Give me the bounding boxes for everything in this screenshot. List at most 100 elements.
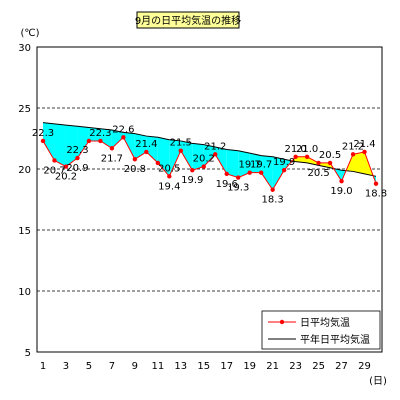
data-label: 20.5 <box>158 163 180 174</box>
daily-temperature-point <box>40 138 46 144</box>
daily-temperature-point <box>339 179 344 184</box>
data-label: 22.3 <box>32 128 54 139</box>
legend-actual-marker <box>279 319 285 325</box>
data-label: 19.4 <box>158 181 180 192</box>
daily-temperature-point <box>144 149 149 155</box>
x-tick-label: 3 <box>63 361 69 372</box>
daily-temperature-point <box>362 149 367 155</box>
daily-temperature-point <box>373 181 379 186</box>
deviation-band <box>215 147 227 174</box>
data-labels: 22.320.720.222.320.922.321.722.620.821.4… <box>32 124 387 205</box>
x-axis-unit: (日) <box>369 376 387 387</box>
legend-actual-label: 日平均気温 <box>300 316 350 329</box>
deviation-band <box>111 129 124 149</box>
daily-temperature-point <box>247 170 252 175</box>
x-tick-label: 5 <box>86 361 92 372</box>
daily-temperature-point <box>327 160 333 166</box>
daily-temperature-point <box>109 146 115 151</box>
daily-temperature-point <box>270 187 275 192</box>
x-tick-label: 9 <box>132 361 138 372</box>
daily-temperature-point <box>224 171 229 177</box>
x-tick-label: 19 <box>243 361 256 372</box>
data-label: 21.4 <box>353 139 375 150</box>
daily-temperature-point <box>293 154 298 159</box>
x-tick-label: 21 <box>266 361 279 372</box>
legend-normal-label: 平年日平均気温 <box>300 333 370 346</box>
daily-temperature-point <box>281 168 287 173</box>
data-label: 19.3 <box>227 183 249 194</box>
daily-temperature-point <box>304 154 310 159</box>
daily-temperature-point <box>236 175 241 180</box>
data-label: 19.0 <box>330 186 352 197</box>
data-label: 21.7 <box>101 153 123 164</box>
data-label: 21.2 <box>342 141 364 152</box>
data-label: 21.0 <box>296 144 318 155</box>
x-tick-label: 7 <box>109 361 115 372</box>
y-tick-label: 15 <box>18 226 31 237</box>
chart-title-box <box>136 11 240 29</box>
data-label: 19.9 <box>273 157 295 168</box>
data-label: 19.7 <box>239 160 261 171</box>
daily-temperature-point <box>316 160 321 166</box>
grid-lines <box>37 107 382 292</box>
deviation-band <box>203 144 216 167</box>
x-tick-label: 11 <box>151 361 164 372</box>
daily-temperature-point <box>63 164 69 169</box>
daily-temperature-point <box>155 160 161 166</box>
data-label: 19.6 <box>216 179 238 190</box>
data-label: 21.2 <box>204 141 226 152</box>
daily-temperature-point <box>201 164 206 169</box>
daily-temperature-point <box>86 138 92 144</box>
deviation-band <box>192 143 204 171</box>
data-label: 20.2 <box>193 154 215 165</box>
x-tick-label: 29 <box>358 361 371 372</box>
x-tick-label: 27 <box>335 361 348 372</box>
data-label: 20.5 <box>307 168 329 179</box>
x-tick-label: 15 <box>197 361 210 372</box>
y-tick-label: 10 <box>18 287 31 298</box>
deviation-band <box>65 125 78 167</box>
deviation-band <box>54 123 66 167</box>
deviation-band <box>295 156 308 163</box>
deviation-band <box>353 151 365 174</box>
deviation-band <box>226 149 239 178</box>
data-label: 20.5 <box>319 150 341 161</box>
deviation-band <box>180 140 193 171</box>
daily-temperature-point <box>132 157 138 162</box>
normal-temperature-line <box>42 122 377 177</box>
data-label: 20.2 <box>55 172 77 183</box>
chart-title: 9月の日平均気温の推移 <box>135 14 241 27</box>
deviation-band <box>146 136 158 163</box>
data-label: 21.4 <box>135 139 157 150</box>
data-label: 18.8 <box>365 189 387 200</box>
y-tick-label: 25 <box>18 104 31 115</box>
x-tick-label: 23 <box>289 361 302 372</box>
daily-temperature-point <box>98 138 103 144</box>
data-label: 19.9 <box>181 175 203 186</box>
deviation-band <box>123 132 135 160</box>
daily-temperature-point <box>167 174 172 179</box>
daily-temperature-point <box>350 152 356 157</box>
deviation-band <box>272 156 285 190</box>
y-axis-ticks: 5 10 15 20 25 30 <box>18 43 31 359</box>
daily-temperature-point <box>190 168 195 173</box>
x-tick-label: 25 <box>312 361 325 372</box>
x-tick-label: 13 <box>174 361 187 372</box>
data-label: 20.8 <box>124 164 146 175</box>
legend-box <box>261 310 381 350</box>
data-points <box>40 135 379 192</box>
deviation-band <box>43 122 55 161</box>
deviation-band <box>318 162 331 168</box>
data-label: 22.6 <box>112 124 134 135</box>
daily-temperature-point <box>52 158 57 163</box>
daily-temperature-point <box>178 148 183 153</box>
daily-temperature-point <box>213 152 218 157</box>
deviation-band <box>169 139 181 177</box>
deviation-band <box>261 155 273 190</box>
deviation-band <box>249 153 262 173</box>
plot-area <box>36 46 383 353</box>
data-label: 22.3 <box>89 128 111 139</box>
daily-temperature-point <box>75 155 80 161</box>
daily-temperature-point <box>258 170 264 175</box>
x-tick-label: 1 <box>40 361 46 372</box>
